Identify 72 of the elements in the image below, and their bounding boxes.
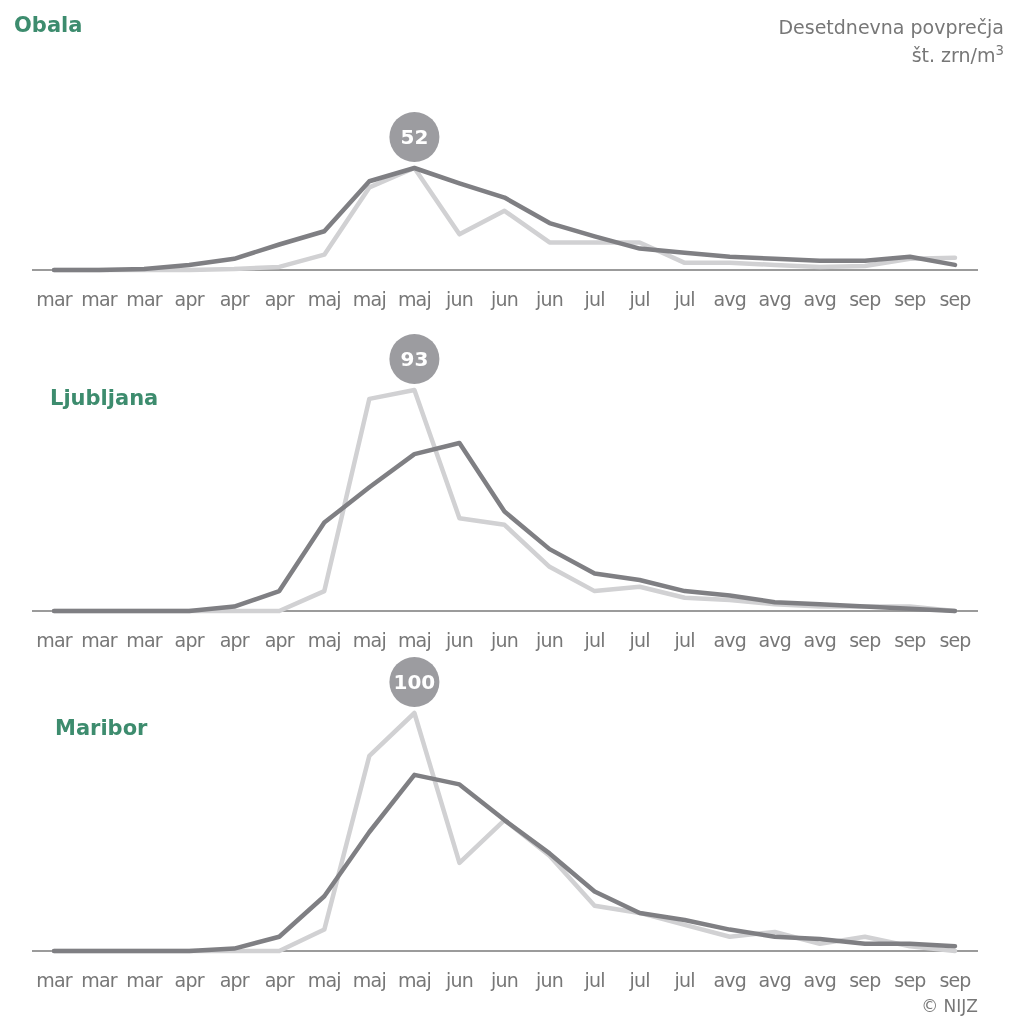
x-tick-label: avg — [803, 629, 837, 651]
x-tick-label: sep — [849, 288, 882, 310]
x-tick-label: maj — [307, 629, 341, 651]
x-tick-label: sep — [894, 969, 927, 991]
text: št. zrn/m$^{3}$ — [911, 42, 1004, 66]
x-tick-label: apr — [264, 288, 295, 310]
x-tick-label: avg — [758, 969, 792, 991]
x-tick-label: maj — [352, 969, 386, 991]
x-tick-label: maj — [352, 629, 386, 651]
x-tick-label: mar — [81, 969, 118, 991]
x-tick-label: apr — [174, 629, 205, 651]
x-tick-label: mar — [126, 288, 163, 310]
x-tick-label: avg — [713, 288, 747, 310]
x-tick-label: mar — [36, 288, 73, 310]
x-tick-label: jun — [490, 629, 518, 651]
x-tick-label: maj — [307, 969, 341, 991]
x-tick-label: jun — [535, 288, 564, 310]
x-tick-label: jul — [583, 969, 605, 991]
x-tick-label: mar — [126, 969, 163, 991]
x-tick-label: sep — [939, 288, 972, 310]
x-tick-label: jul — [628, 969, 650, 991]
x-tick-label: avg — [713, 969, 747, 991]
x-tick-label: mar — [81, 288, 118, 310]
x-tick-label: jun — [535, 969, 564, 991]
x-tick-label: mar — [81, 629, 118, 651]
x-tick-label: jul — [583, 629, 605, 651]
x-tick-label: avg — [803, 969, 837, 991]
x-tick-label: maj — [307, 288, 341, 310]
x-tick-label: jul — [673, 629, 695, 651]
text: © NIJZ — [921, 996, 978, 1016]
x-tick-label: sep — [939, 629, 972, 651]
x-tick-label: jul — [673, 969, 695, 991]
x-tick-label: sep — [894, 629, 927, 651]
x-tick-label: jul — [628, 629, 650, 651]
x-tick-label: mar — [36, 969, 73, 991]
x-tick-label: mar — [126, 629, 163, 651]
x-tick-label: jul — [673, 288, 695, 310]
x-tick-label: maj — [397, 969, 431, 991]
x-tick-label: apr — [264, 629, 295, 651]
x-tick-label: apr — [219, 629, 250, 651]
chart-title: Maribor — [55, 716, 149, 740]
x-tick-label: mar — [36, 629, 73, 651]
x-tick-label: jun — [535, 629, 564, 651]
x-tick-label: jul — [628, 288, 650, 310]
x-tick-label: sep — [894, 288, 927, 310]
chart-title: Ljubljana — [50, 386, 159, 410]
x-tick-label: jun — [444, 629, 473, 651]
x-tick-label: jun — [444, 969, 473, 991]
annotation: 52 — [400, 125, 429, 149]
x-tick-label: jun — [490, 288, 518, 310]
x-tick-label: jul — [583, 288, 605, 310]
x-tick-label: avg — [758, 629, 792, 651]
x-tick-label: avg — [803, 288, 837, 310]
x-tick-label: avg — [713, 629, 747, 651]
x-tick-label: sep — [849, 629, 882, 651]
x-tick-label: maj — [397, 288, 431, 310]
x-tick-label: apr — [174, 969, 205, 991]
x-tick-label: jun — [490, 969, 518, 991]
text: Desetdnevna povprečja — [778, 16, 1004, 38]
x-tick-label: sep — [939, 969, 972, 991]
annotation: 93 — [400, 347, 429, 371]
x-tick-label: sep — [849, 969, 882, 991]
annotation: 100 — [393, 670, 436, 694]
x-tick-label: avg — [758, 288, 792, 310]
x-tick-label: apr — [174, 288, 205, 310]
x-tick-label: jun — [444, 288, 473, 310]
x-tick-label: maj — [397, 629, 431, 651]
x-tick-label: apr — [219, 288, 250, 310]
chart-title: Obala — [14, 13, 83, 37]
x-tick-label: apr — [219, 969, 250, 991]
x-tick-label: apr — [264, 969, 295, 991]
x-tick-label: maj — [352, 288, 386, 310]
